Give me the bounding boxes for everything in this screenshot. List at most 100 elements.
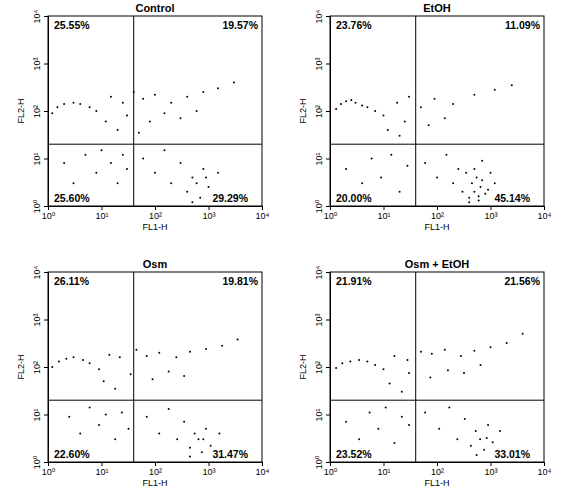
x-tick-line (209, 462, 210, 466)
y-tick-label: 10¹ (314, 152, 324, 165)
point (406, 359, 408, 361)
point (73, 182, 75, 184)
point (345, 168, 347, 170)
quadrant-label: 23.76% (336, 19, 372, 31)
y-tick: 10⁴ (314, 265, 330, 279)
panel: Osm10⁰10¹10²10³10⁴10⁰10¹10²10³10⁴FL1-HFL… (16, 258, 270, 488)
point (471, 182, 473, 184)
point (95, 172, 97, 174)
y-tick-line (44, 16, 48, 17)
x-tick-line (437, 206, 438, 210)
title: Osm (143, 258, 168, 270)
x-axis: 10⁰10¹10²10³10⁴ (42, 462, 270, 477)
title: EtOH (423, 2, 451, 14)
gate-y (48, 400, 262, 401)
point (401, 391, 403, 393)
y-tick: 10² (32, 105, 48, 118)
panel: Control10⁰10¹10²10³10⁴10⁰10¹10²10³10⁴FL1… (16, 2, 270, 232)
y-tick-line (326, 111, 330, 112)
y-tick-label: 10⁴ (314, 9, 324, 23)
point (511, 84, 513, 86)
x-tick-line (102, 206, 103, 210)
point (119, 356, 121, 358)
y-axis: 10⁰10¹10²10³10⁴ (314, 265, 331, 469)
y-tick: 10¹ (32, 152, 48, 165)
quadrant-label: 23.52% (336, 448, 372, 460)
point (428, 124, 430, 126)
y-tick-label: 10² (32, 105, 42, 118)
point (117, 129, 119, 131)
point (84, 154, 86, 156)
point (103, 380, 105, 382)
x-label: FL1-H (424, 478, 449, 488)
point (385, 407, 387, 409)
x-label: FL1-H (424, 222, 449, 232)
frame (330, 16, 544, 206)
frame (48, 16, 262, 206)
point (191, 176, 193, 178)
point (345, 100, 347, 102)
y-tick: 10¹ (314, 408, 330, 421)
point (186, 191, 188, 193)
point (221, 345, 223, 347)
point (447, 369, 449, 371)
y-tick: 10⁰ (32, 199, 48, 213)
y-tick: 10² (32, 361, 48, 374)
point (205, 348, 207, 350)
point (110, 96, 112, 98)
point (126, 168, 128, 170)
y-tick-label: 10⁰ (32, 199, 42, 213)
quadrant-label: 25.55% (54, 19, 90, 31)
point (73, 356, 75, 358)
point (154, 94, 156, 96)
y-tick-line (326, 64, 330, 65)
y-tick-line (44, 64, 48, 65)
gate-x (415, 16, 416, 206)
point (444, 349, 446, 351)
point (237, 338, 239, 340)
point (345, 421, 347, 423)
point (128, 428, 130, 430)
y-tick-label: 10⁰ (314, 199, 324, 213)
point (377, 428, 379, 430)
x-tick-line (544, 462, 545, 466)
point (163, 149, 165, 151)
point (168, 371, 170, 373)
point (180, 162, 182, 164)
point (479, 438, 481, 440)
point (154, 172, 156, 174)
point (349, 361, 351, 363)
point (210, 445, 212, 447)
point (494, 182, 496, 184)
point (51, 366, 53, 368)
point (189, 447, 191, 449)
point (108, 354, 110, 356)
point (196, 182, 198, 184)
y-axis: 10⁰10¹10²10³10⁴ (314, 9, 331, 213)
point (101, 149, 103, 151)
point (205, 176, 207, 178)
point (73, 102, 75, 104)
y-tick: 10¹ (32, 408, 48, 421)
point (404, 121, 406, 123)
y-axis-line (326, 273, 331, 463)
x-tick-label: 10¹ (95, 211, 108, 221)
point (484, 193, 486, 195)
point (142, 98, 144, 100)
point (476, 454, 478, 456)
point (158, 432, 160, 434)
y-tick-label: 10⁰ (314, 455, 324, 469)
x-tick: 10⁴ (256, 462, 270, 477)
quadrant-label: 26.11% (54, 275, 90, 287)
x-tick: 10⁰ (324, 206, 338, 221)
quadrant-label: 20.00% (336, 192, 372, 204)
quadrant-label: 31.47% (212, 448, 248, 460)
point (481, 179, 483, 181)
point (51, 112, 53, 114)
point (406, 165, 408, 167)
point (470, 445, 472, 447)
point (366, 106, 368, 108)
x-tick-label: 10² (149, 211, 162, 221)
gate-y (48, 144, 262, 145)
x-tick-line (155, 206, 156, 210)
